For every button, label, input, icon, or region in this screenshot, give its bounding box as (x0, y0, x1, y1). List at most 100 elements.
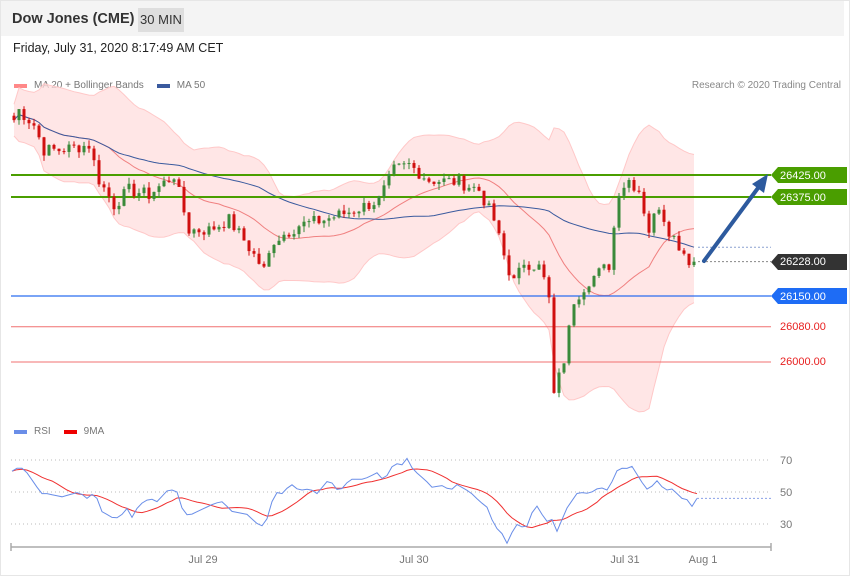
candle-body (612, 227, 616, 270)
candle (347, 207, 351, 219)
candle (442, 173, 446, 186)
candle-body (272, 244, 276, 254)
candle (532, 269, 536, 272)
candle-body (107, 187, 111, 197)
candle-body (252, 251, 256, 254)
candle-body (127, 183, 131, 190)
candle (387, 170, 391, 189)
candle-body (557, 372, 561, 393)
candle (462, 174, 466, 194)
candle (542, 260, 546, 280)
candle (252, 248, 256, 258)
candle (627, 177, 631, 193)
candle-body (672, 235, 676, 237)
candle (552, 293, 556, 394)
candle-body (247, 240, 251, 252)
candle-body (462, 176, 466, 191)
resistance-2-tag (771, 189, 847, 205)
candle (372, 201, 376, 213)
candle (622, 182, 626, 201)
candle-body (152, 191, 156, 199)
candle (12, 112, 16, 123)
rsi-legend: RSI 9MA (14, 426, 104, 437)
candle (272, 244, 276, 258)
candle-body (167, 180, 171, 182)
candle-body (497, 220, 501, 234)
candle-body (452, 178, 456, 185)
resistance-1-label: 26425.00 (780, 170, 826, 182)
candle-body (52, 144, 56, 149)
candle (187, 212, 191, 236)
candle (32, 118, 36, 130)
candle (592, 275, 596, 288)
candle-body (242, 228, 246, 241)
candle (672, 235, 676, 240)
candle (602, 263, 606, 271)
candle-body (87, 145, 91, 149)
candle-body (302, 221, 306, 227)
candle (607, 263, 611, 273)
candle (567, 324, 571, 366)
candle-body (427, 178, 431, 182)
candle-body (642, 191, 646, 214)
candle-body (617, 195, 621, 228)
candle-body (657, 209, 661, 214)
candle-body (122, 189, 126, 206)
candle-body (332, 217, 336, 219)
candle-body (602, 264, 606, 269)
candle (692, 257, 696, 268)
candle-body (402, 163, 406, 165)
candle (132, 179, 136, 199)
x-label-jul29: Jul 29 (188, 554, 217, 566)
candle (147, 182, 151, 204)
candle-body (622, 187, 626, 196)
candle (352, 210, 356, 217)
candle-body (237, 228, 241, 231)
candle-body (342, 210, 346, 215)
candle-body (27, 119, 31, 124)
candle (687, 253, 691, 268)
candle-body (132, 183, 136, 197)
candle-body (22, 109, 26, 120)
candle (677, 231, 681, 251)
candle-body (172, 179, 176, 182)
bollinger-lower (13, 135, 695, 413)
bollinger-upper (13, 83, 695, 206)
candle (242, 226, 246, 241)
candle-body (382, 185, 386, 197)
candle-body (652, 213, 656, 233)
candle (652, 212, 656, 236)
candle (62, 148, 66, 155)
candle-body (227, 214, 231, 228)
candle (127, 177, 131, 193)
candle (562, 363, 566, 375)
candle-body (202, 232, 206, 235)
candle (647, 210, 651, 239)
candle (42, 136, 46, 161)
candle (72, 141, 76, 149)
candle (27, 117, 31, 129)
candle-body (572, 304, 576, 326)
timeframe-button[interactable]: 30 MIN (138, 8, 184, 32)
candle-body (637, 190, 641, 192)
candle-body (432, 181, 436, 184)
candle-body (12, 115, 16, 121)
candle-body (542, 264, 546, 278)
candle (212, 221, 216, 231)
candle-body (37, 125, 41, 138)
candle-body (592, 275, 596, 287)
candle-body (47, 144, 51, 156)
candle-body (147, 187, 151, 199)
candle (632, 177, 636, 193)
support-1-label: 26080.00 (780, 321, 826, 333)
candle (612, 225, 616, 275)
candle-body (562, 363, 566, 373)
rsi-ma-swatch (63, 429, 77, 434)
candle-body (137, 193, 141, 197)
candle-body (372, 205, 376, 209)
rsi-tick-70: 70 (780, 455, 792, 467)
candle (192, 228, 196, 238)
candle (97, 154, 101, 187)
candle (82, 141, 86, 156)
candle-body (487, 203, 491, 206)
